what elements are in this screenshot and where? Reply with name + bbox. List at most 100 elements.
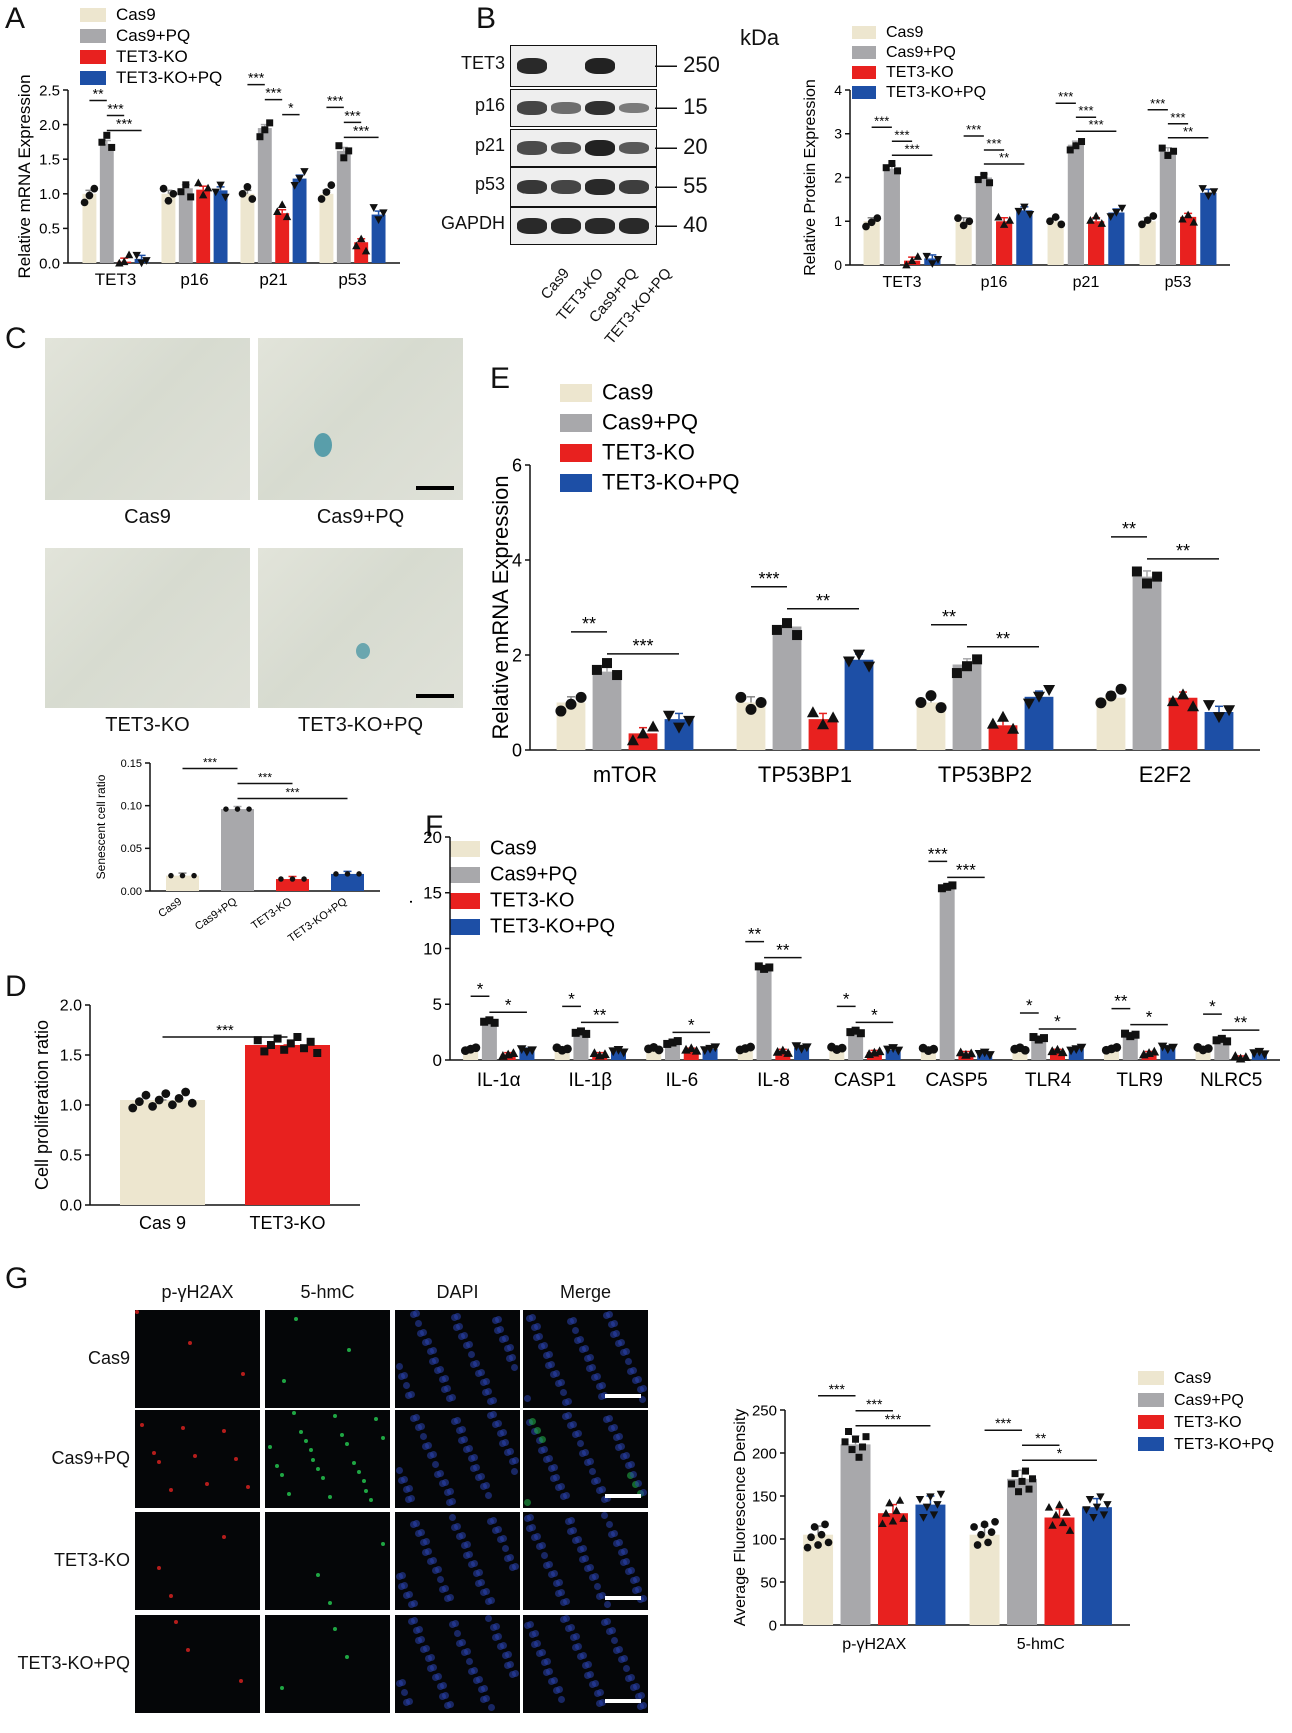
cell-signal bbox=[507, 1448, 514, 1455]
fluorescence-image bbox=[135, 1512, 260, 1610]
cell-signal bbox=[512, 1670, 519, 1677]
cell-signal bbox=[640, 1385, 647, 1392]
significance-label: ** bbox=[1114, 992, 1128, 1011]
cell-signal bbox=[577, 1440, 584, 1447]
panel-label-e: E bbox=[490, 362, 511, 395]
data-point bbox=[1092, 1503, 1102, 1512]
cell-signal bbox=[406, 1485, 413, 1492]
data-point bbox=[161, 1089, 171, 1098]
cell-signal bbox=[623, 1348, 630, 1355]
data-point bbox=[933, 255, 943, 264]
cell-signal bbox=[500, 1429, 507, 1436]
data-point bbox=[894, 167, 902, 175]
data-point bbox=[888, 160, 896, 167]
cell-signal bbox=[570, 1421, 577, 1428]
significance-label: *** bbox=[258, 771, 272, 785]
blot-kda-value: — 250 bbox=[655, 52, 720, 77]
fluorescence-row-label: TET3-KO+PQ bbox=[17, 1653, 130, 1673]
cell-signal bbox=[609, 1627, 616, 1634]
y-tick-label: 3 bbox=[834, 126, 842, 142]
blot-strip bbox=[510, 129, 657, 167]
cell-signal bbox=[618, 1339, 625, 1346]
data-point bbox=[668, 1038, 677, 1047]
data-point bbox=[1057, 1047, 1068, 1057]
data-point bbox=[327, 181, 336, 189]
cell-signal bbox=[500, 1535, 507, 1542]
significance-label: *** bbox=[866, 1396, 883, 1412]
data-point bbox=[181, 1087, 191, 1097]
data-point bbox=[1039, 1034, 1048, 1043]
data-point bbox=[1082, 1506, 1091, 1514]
blot-band bbox=[517, 141, 547, 155]
cell-signal bbox=[157, 1460, 161, 1464]
data-point bbox=[754, 962, 763, 971]
bar bbox=[99, 143, 114, 263]
bar bbox=[883, 168, 900, 265]
cell-signal bbox=[435, 1673, 442, 1680]
data-point bbox=[1178, 214, 1187, 223]
data-point bbox=[1020, 1045, 1030, 1055]
cell-signal bbox=[471, 1667, 478, 1674]
data-point bbox=[1170, 147, 1178, 155]
data-point bbox=[814, 1541, 822, 1549]
y-tick-label: 0.0 bbox=[60, 1198, 82, 1215]
significance-label: *** bbox=[885, 1411, 902, 1427]
data-point bbox=[853, 649, 865, 661]
y-tick-label: 4 bbox=[834, 82, 842, 98]
data-point bbox=[1022, 1467, 1030, 1475]
cell-signal bbox=[466, 1551, 473, 1558]
cell-signal bbox=[239, 1679, 243, 1683]
blot-band bbox=[517, 218, 547, 234]
y-axis-label: Average Fluorescence Density bbox=[732, 1409, 749, 1627]
cell-signal bbox=[563, 1598, 570, 1605]
blot-kda-value: — 40 bbox=[655, 212, 708, 237]
data-point bbox=[673, 722, 685, 734]
data-point bbox=[211, 188, 220, 197]
cell-signal bbox=[415, 1320, 422, 1327]
cell-signal bbox=[502, 1439, 509, 1446]
data-point bbox=[234, 806, 241, 812]
scale-bar bbox=[416, 694, 454, 698]
data-point bbox=[1142, 578, 1152, 589]
cell-signal bbox=[621, 1655, 628, 1662]
cell-signal bbox=[399, 1572, 406, 1579]
significance-label: * bbox=[1057, 1445, 1063, 1461]
data-point bbox=[154, 1095, 164, 1105]
data-point bbox=[765, 963, 774, 972]
y-tick-label: 5 bbox=[433, 995, 442, 1014]
data-point bbox=[1029, 1475, 1037, 1483]
sa-beta-gal-images: Cas9 Cas9+PQ TET3-KO TET3-KO+PQ bbox=[40, 338, 463, 748]
cell-signal bbox=[454, 1417, 461, 1424]
cell-signal bbox=[478, 1369, 485, 1376]
data-point bbox=[1043, 684, 1056, 696]
data-point bbox=[85, 191, 94, 200]
cell-signal bbox=[430, 1664, 437, 1671]
data-point bbox=[878, 1519, 887, 1528]
data-point bbox=[851, 1026, 860, 1035]
data-point bbox=[986, 179, 994, 187]
cell-signal bbox=[456, 1323, 463, 1330]
data-point bbox=[1052, 1044, 1063, 1054]
x-tick-label: CASP5 bbox=[925, 1070, 987, 1091]
cell-signal bbox=[282, 1379, 286, 1383]
data-point bbox=[1106, 213, 1115, 221]
data-point bbox=[966, 1048, 976, 1058]
legend-swatch bbox=[560, 474, 592, 492]
cell-signal bbox=[449, 1498, 456, 1505]
cell-signal bbox=[459, 1426, 466, 1433]
cell-signal bbox=[362, 1479, 366, 1483]
bar bbox=[794, 1047, 810, 1060]
data-point bbox=[589, 1048, 600, 1057]
significance-label: *** bbox=[632, 636, 653, 656]
cell-signal bbox=[589, 1468, 596, 1475]
x-tick-label: p53 bbox=[1165, 274, 1192, 291]
data-point bbox=[1086, 216, 1095, 224]
cell-signal bbox=[616, 1646, 623, 1653]
data-point bbox=[1105, 690, 1117, 702]
y-tick-label: 0 bbox=[512, 740, 522, 760]
legend-swatch bbox=[450, 867, 480, 883]
data-point bbox=[522, 1047, 532, 1057]
cell-signal bbox=[401, 1582, 408, 1589]
legend-label: TET3-KO+PQ bbox=[490, 916, 615, 938]
cell-signal bbox=[452, 1620, 459, 1627]
